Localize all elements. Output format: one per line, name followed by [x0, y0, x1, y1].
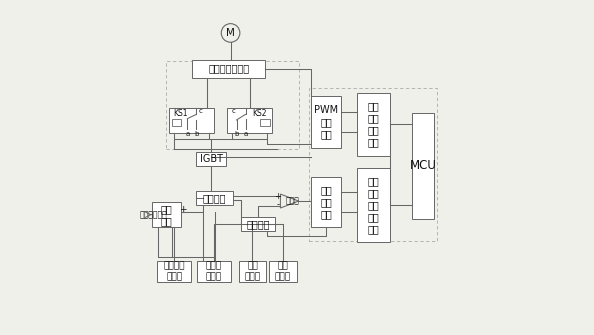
Bar [197, 152, 226, 166]
Text: PWM
输出
电路: PWM 输出 电路 [314, 105, 338, 139]
Text: 霍尔电压
传感器: 霍尔电压 传感器 [163, 261, 185, 281]
Text: IGBT: IGBT [200, 154, 223, 164]
Text: 电机
控制
逻辑
电路: 电机 控制 逻辑 电路 [368, 101, 380, 147]
Bar [228, 108, 272, 133]
Bar [311, 178, 340, 227]
Text: 光电
隔离
电路: 光电 隔离 电路 [320, 185, 332, 219]
Text: +: + [179, 205, 187, 214]
Text: 断线
堵转
检测
逻辑
电路: 断线 堵转 检测 逻辑 电路 [368, 176, 380, 234]
Text: 电压检
测电路: 电压检 测电路 [206, 261, 222, 281]
Text: KS1: KS1 [174, 109, 188, 118]
Bar [166, 61, 299, 149]
Bar [152, 202, 181, 227]
Bar [270, 261, 296, 282]
Bar [172, 119, 181, 126]
Text: 切换电路: 切换电路 [247, 219, 270, 229]
Text: b: b [194, 131, 198, 137]
Bar [311, 96, 340, 147]
Text: 电机电源输入: 电机电源输入 [140, 210, 168, 219]
Text: 霍尔电流传感器: 霍尔电流传感器 [208, 64, 249, 74]
Bar [357, 168, 390, 242]
Text: c: c [231, 108, 235, 114]
Bar [197, 191, 233, 205]
Bar [357, 93, 390, 156]
Text: MCU: MCU [409, 159, 437, 172]
Text: 基准
低电压: 基准 低电压 [275, 261, 291, 281]
Bar [412, 113, 434, 219]
Bar [169, 108, 214, 133]
Text: +: + [274, 192, 281, 201]
Text: KS2: KS2 [252, 109, 267, 118]
Bar [260, 119, 270, 126]
Bar [239, 261, 266, 282]
Text: c: c [198, 108, 203, 114]
Text: M: M [226, 28, 235, 38]
Bar [192, 60, 266, 78]
Text: a: a [244, 131, 248, 137]
Bar [309, 88, 437, 241]
Text: a: a [185, 131, 189, 137]
Text: 比较器: 比较器 [285, 197, 299, 206]
Text: 基准
高电压: 基准 高电压 [244, 261, 261, 281]
Text: b: b [235, 131, 239, 137]
Bar [241, 217, 276, 231]
Text: 电流检测: 电流检测 [203, 193, 226, 203]
Text: 整流
电路: 整流 电路 [160, 204, 172, 226]
Bar [157, 261, 191, 282]
Text: -: - [276, 200, 279, 209]
Bar [197, 261, 230, 282]
